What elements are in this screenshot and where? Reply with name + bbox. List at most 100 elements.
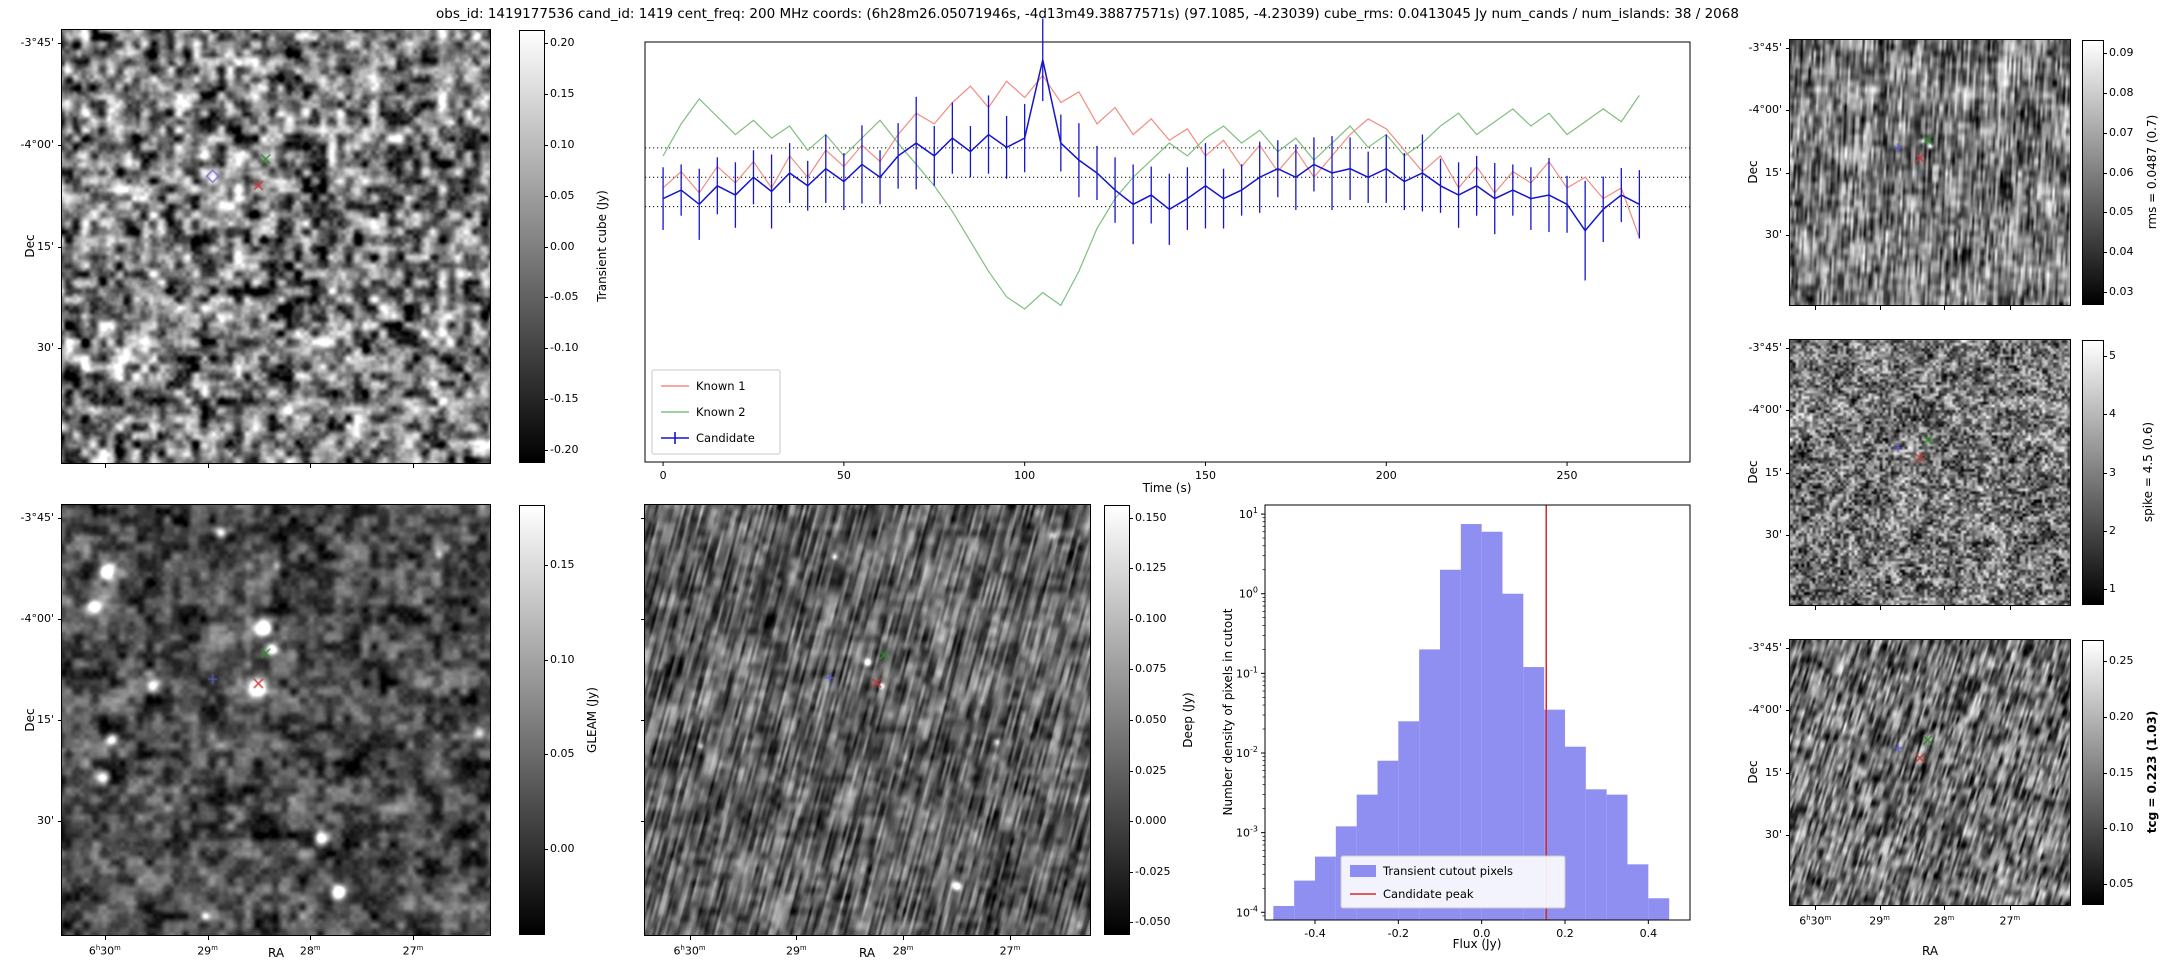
gleam-ytick [58, 517, 62, 519]
spike-xtick [2009, 606, 2011, 610]
rms-colorbar-tick [2104, 53, 2107, 55]
tcg-xtick [2009, 906, 2011, 910]
tcg-colorbar-tick [2104, 661, 2107, 663]
gleam-colorbar-tick-label: 0.10 [550, 652, 575, 666]
histogram-bar [1627, 864, 1649, 920]
histogram-xtick-label: 0.4 [1640, 927, 1658, 940]
deep-colorbar-tick [1130, 618, 1133, 620]
histogram-ytick-label: 10-3 [1236, 825, 1258, 840]
gleam-xtick [412, 936, 414, 940]
spike-colorbar-tick-label: 5 [2109, 348, 2116, 362]
spike-colorbar-tick-label: 4 [2109, 407, 2116, 421]
transient_cube-ytick [58, 42, 62, 44]
rms-xtick [1879, 306, 1881, 310]
transient_cube-colorbar-tick-label: -0.20 [550, 443, 579, 456]
tcg-xtick-label: 28m [1933, 914, 1955, 928]
spike-ytick-label: 30' [1764, 527, 1782, 541]
spike-xtick [1944, 606, 1945, 610]
spike-colorbar-tick [2104, 472, 2107, 474]
deep-colorbar-tick [1130, 821, 1133, 823]
gleam-ytick [58, 821, 62, 823]
gleam-colorbar-tick [545, 659, 548, 661]
light-curve-xtick-label: 100 [1014, 469, 1035, 482]
transient-cube-image [61, 29, 491, 464]
tcg-colorbar-tick-label: 0.25 [2109, 654, 2134, 668]
histogram-frame [1264, 504, 1691, 921]
gleam-ytick-label: -4°00' [20, 611, 55, 625]
rms-ytick [1786, 172, 1790, 174]
rms-colorbar-tick [2104, 291, 2107, 293]
transient_cube-colorbar [519, 30, 545, 463]
legend-patch-sample [1350, 865, 1376, 877]
candidate-line [662, 59, 1640, 232]
deep-ytick [641, 821, 645, 823]
spike-colorbar-tick [2104, 589, 2107, 591]
tcg-xtick [1815, 906, 1817, 910]
histogram-bar [1606, 794, 1628, 920]
deep-xtick-label: 28m [892, 944, 914, 958]
deep-colorbar-tick-label: 0.050 [1135, 713, 1167, 726]
histogram-xtick-label: 0.0 [1473, 927, 1491, 940]
tcg-colorbar-tick-label: 0.05 [2109, 876, 2134, 890]
rms-colorbar-tick [2104, 132, 2107, 134]
tcg-ytick [1786, 834, 1790, 836]
rms-colorbar-tick-label: 0.07 [2109, 125, 2134, 139]
histogram-bar [1440, 569, 1461, 920]
transient_cube-colorbar-tick [545, 450, 548, 451]
rms-ytick [1786, 47, 1790, 49]
deep-xtick-label: 6h30m [673, 944, 706, 958]
xlabel-flux: Flux (Jy) [1452, 937, 1502, 951]
deep-image [644, 504, 1091, 936]
spike-ytick [1786, 534, 1790, 536]
transient_cube-ytick [58, 144, 62, 146]
histogram-bar [1648, 898, 1670, 920]
transient_cube-ytick [58, 348, 62, 350]
deep-colorbar [1104, 505, 1130, 935]
deep-xtick [1009, 936, 1011, 940]
xlabel-ra-deep: RA [858, 946, 876, 960]
histogram-bar [1315, 856, 1336, 920]
transient_cube-colorbar-tick [545, 42, 548, 44]
transient_cube-colorbar-tick-label: 0.20 [550, 35, 575, 49]
light-curve-xtick-label: 200 [1376, 469, 1397, 482]
light-curve-xtick-label: 0 [660, 469, 667, 482]
legend-label: Known 2 [696, 405, 746, 419]
gleam-colorbar-tick [545, 754, 548, 756]
gleam-xtick-label: 6h30m [88, 944, 121, 958]
light-curve-xtick-label: 150 [1195, 469, 1216, 482]
histogram-bar [1419, 649, 1440, 920]
rms-xtick [1815, 306, 1817, 310]
tcg-xtick [1879, 906, 1881, 910]
transient_cube-colorbar-tick [545, 297, 548, 299]
rms-image [1789, 39, 2071, 306]
rms-colorbar-tick-label: 0.06 [2109, 165, 2134, 179]
rms-xtick [1944, 306, 1945, 310]
gleam-ytick-label: -3°45' [20, 510, 55, 524]
tcg-xtick-label: 27m [1999, 914, 2021, 928]
transient_cube-xtick [310, 464, 312, 468]
gleam-xtick-label: 29m [197, 944, 218, 958]
deep-colorbar-tick-label: 0.125 [1135, 561, 1167, 575]
tcg-colorbar-tick-label: 0.15 [2109, 765, 2134, 779]
transient_cube-ytick-label: -4°00' [20, 137, 55, 151]
spike-colorbar-tick-label: 2 [2109, 523, 2116, 537]
spike-ytick-label: 15' [1764, 465, 1782, 479]
transient_cube-colorbar-tick-label: 0.00 [550, 239, 575, 253]
deep-colorbar-tick [1130, 871, 1133, 873]
tcg-ytick-label: -4°00' [1748, 703, 1783, 717]
transient_cube-ytick-label: 30' [36, 341, 54, 355]
transient_cube-colorbar-tick [545, 246, 548, 248]
rms-colorbar-tick-label: 0.03 [2109, 284, 2134, 298]
gleam-image [61, 504, 491, 936]
deep-colorbar-tick [1130, 517, 1133, 519]
tcg-image [1789, 639, 2071, 906]
gleam-ytick [58, 720, 62, 721]
gleam-colorbar-tick-label: 0.05 [550, 747, 575, 761]
tcg-colorbar [2082, 640, 2104, 905]
histogram-bar [1460, 524, 1482, 920]
light-curve-legend [651, 369, 781, 455]
xlabel-time: Time (s) [1142, 481, 1192, 495]
transient_cube-ytick [58, 246, 62, 248]
transient_cube-colorbar-tick [545, 348, 548, 350]
spike-ytick [1786, 410, 1790, 412]
